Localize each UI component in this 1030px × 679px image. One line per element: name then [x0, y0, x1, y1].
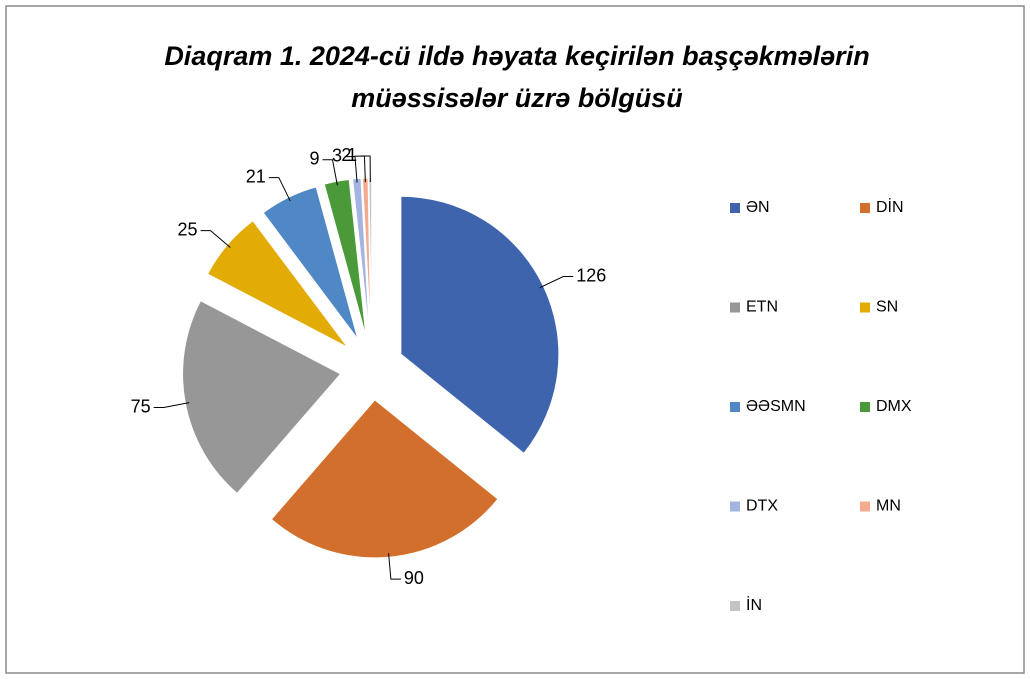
data-label: 1: [347, 145, 357, 165]
legend-label: ƏN: [746, 199, 770, 216]
data-label: 90: [404, 568, 424, 588]
leader-line: [344, 156, 358, 183]
legend-swatch: [860, 501, 870, 512]
legend-swatch: [860, 302, 870, 313]
legend-swatch: [730, 601, 740, 611]
legend-label: SN: [876, 299, 898, 316]
legend-label: ETN: [746, 299, 778, 316]
legend-label: İN: [746, 595, 762, 614]
data-label: 9: [309, 148, 319, 168]
legend-label: ƏƏSMN: [746, 398, 806, 415]
leader-line: [539, 276, 574, 289]
legend-swatch: [730, 501, 740, 512]
legend-label: MN: [876, 498, 901, 515]
data-label: 2: [341, 145, 351, 165]
legend-label: DMX: [876, 398, 912, 415]
leader-line: [322, 159, 338, 186]
legend-label: DİN: [876, 197, 904, 216]
chart-title: müəssisələr üzrə bölgüsü: [351, 83, 683, 113]
data-label: 25: [178, 219, 198, 239]
leader-line: [268, 177, 291, 202]
legend-swatch: [860, 203, 870, 213]
leader-line: [360, 155, 371, 183]
legend-swatch: [730, 402, 740, 412]
leader-line: [388, 553, 401, 580]
legend-swatch: [730, 302, 740, 313]
legend-label: DTX: [746, 498, 778, 515]
leader-line: [200, 230, 231, 248]
chart-title: Diaqram 1. 2024-cü ildə həyata keçirilən…: [164, 41, 869, 71]
data-label: 21: [246, 166, 266, 186]
legend-swatch: [860, 402, 870, 412]
data-label: 126: [576, 265, 606, 285]
leader-line: [153, 402, 190, 409]
data-label: 75: [131, 396, 151, 416]
legend-swatch: [730, 203, 740, 213]
data-label: 3: [332, 145, 342, 165]
